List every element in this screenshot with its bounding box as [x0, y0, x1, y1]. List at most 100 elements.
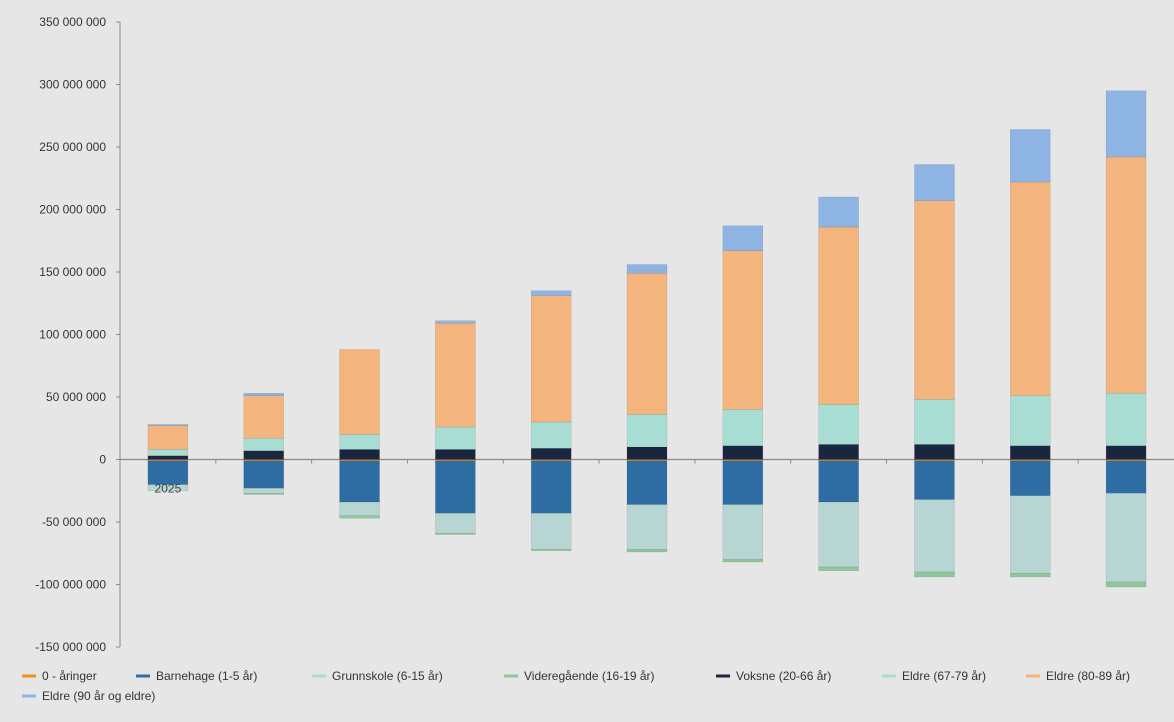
- bar-segment: [435, 533, 476, 535]
- bar-segment: [243, 493, 284, 495]
- bar-segment: [1010, 460, 1051, 496]
- bars: [147, 90, 1147, 588]
- bar-segment: [339, 449, 380, 460]
- bar-segment: [435, 460, 476, 514]
- bar-segment: [914, 499, 955, 573]
- bar-segment: [530, 290, 572, 296]
- legend-item: Barnehage (1-5 år): [136, 669, 257, 683]
- legend-label: Eldre (90 år og eldre): [42, 689, 155, 703]
- legend-label: Eldre (67-79 år): [902, 669, 986, 683]
- legend-item: Eldre (67-79 år): [882, 669, 986, 683]
- bar-segment: [435, 320, 476, 324]
- y-tick-label: 200 000 000: [39, 203, 106, 217]
- bar-segment: [530, 549, 572, 551]
- bar-segment: [147, 449, 189, 456]
- bar-segment: [1010, 573, 1051, 578]
- bar-segment: [1105, 393, 1147, 446]
- bar-segment: [243, 488, 284, 494]
- bar-segment: [626, 446, 668, 460]
- bar-segment: [722, 445, 764, 460]
- y-tick-label: 0: [99, 453, 106, 467]
- bar-segment: [1105, 90, 1147, 158]
- bar-segment: [818, 444, 859, 460]
- legend-label: Videregående (16-19 år): [524, 669, 655, 683]
- bar-segment: [1105, 445, 1147, 460]
- legend-label: Eldre (80-89 år): [1046, 669, 1130, 683]
- bar-segment: [626, 549, 668, 553]
- bar-segment: [818, 404, 859, 445]
- bar-segment: [1010, 129, 1051, 183]
- legend: 0 - åringer Barnehage (1-5 år) Grunnskole …: [22, 669, 1130, 703]
- y-tick-label: 100 000 000: [39, 328, 106, 342]
- bar-segment: [626, 264, 668, 274]
- bar-segment: [722, 225, 764, 251]
- bar-segment: [530, 460, 572, 514]
- bar-segment: [1105, 581, 1147, 588]
- bar-segment: [339, 434, 380, 450]
- legend-item: Grunnskole (6-15 år): [312, 669, 443, 683]
- bar-segment: [1105, 493, 1147, 583]
- bar-segment: [435, 513, 476, 534]
- bar-segment: [1010, 395, 1051, 446]
- legend-item: Eldre (90 år og eldre): [22, 689, 155, 703]
- bar-segment: [243, 460, 284, 489]
- bar-segment: [243, 393, 284, 396]
- bar-segment: [818, 226, 859, 405]
- y-tick-label: -50 000 000: [42, 515, 106, 529]
- bar-segment: [243, 395, 284, 439]
- x-tick-label: 2025: [155, 482, 182, 496]
- bar-segment: [818, 501, 859, 568]
- legend-item: 0 - åringer: [22, 669, 97, 683]
- bar-segment: [339, 460, 380, 503]
- bar-segment: [818, 460, 859, 503]
- bar-segment: [530, 448, 572, 460]
- bar-segment: [818, 196, 859, 228]
- bar-segment: [626, 504, 668, 550]
- bar-segment: [914, 460, 955, 500]
- y-tick-label: 50 000 000: [46, 390, 106, 404]
- bar-segment: [1010, 181, 1051, 396]
- bar-segment: [147, 425, 189, 450]
- legend-label: Barnehage (1-5 år): [156, 669, 257, 683]
- bar-segment: [435, 449, 476, 460]
- bar-segment: [1010, 495, 1051, 574]
- bar-segment: [914, 399, 955, 445]
- bar-segment: [243, 438, 284, 451]
- bar-segment: [339, 349, 380, 435]
- category-labels: 2025: [155, 482, 182, 496]
- bar-segment: [914, 571, 955, 578]
- bar-segment: [722, 460, 764, 505]
- y-tick-label: 250 000 000: [39, 140, 106, 154]
- bar-segment: [914, 200, 955, 400]
- bar-segment: [1105, 460, 1147, 494]
- axes: 350 000 000 300 000 000 250 000 000 200 000…: [35, 15, 1174, 654]
- bar-segment: [914, 164, 955, 201]
- bar-segment: [530, 421, 572, 449]
- bar-segment: [914, 444, 955, 460]
- legend-item: Videregående (16-19 år): [504, 669, 655, 683]
- bar-segment: [339, 501, 380, 516]
- bar-segment: [147, 455, 189, 460]
- bar-segment: [530, 513, 572, 550]
- legend-item: Voksne (20-66 år): [716, 669, 831, 683]
- bar-segment: [243, 450, 284, 460]
- bar-segment: [626, 273, 668, 415]
- y-tick-label: 300 000 000: [39, 78, 106, 92]
- bar-segment: [722, 504, 764, 560]
- bar-segment: [818, 566, 859, 571]
- y-tick-label: 350 000 000: [39, 15, 106, 29]
- bar-segment: [626, 460, 668, 505]
- bar-segment: [530, 295, 572, 423]
- bar-segment: [147, 484, 189, 491]
- legend-label: Grunnskole (6-15 år): [332, 669, 443, 683]
- legend-label: 0 - åringer: [42, 669, 97, 683]
- bar-segment: [435, 426, 476, 450]
- bar-segment: [1010, 445, 1051, 460]
- legend-item: Eldre (80-89 år): [1026, 669, 1130, 683]
- bar-segment: [722, 559, 764, 563]
- bar-segment: [147, 424, 189, 426]
- y-tick-label: -100 000 000: [35, 578, 106, 592]
- bar-segment: [435, 323, 476, 428]
